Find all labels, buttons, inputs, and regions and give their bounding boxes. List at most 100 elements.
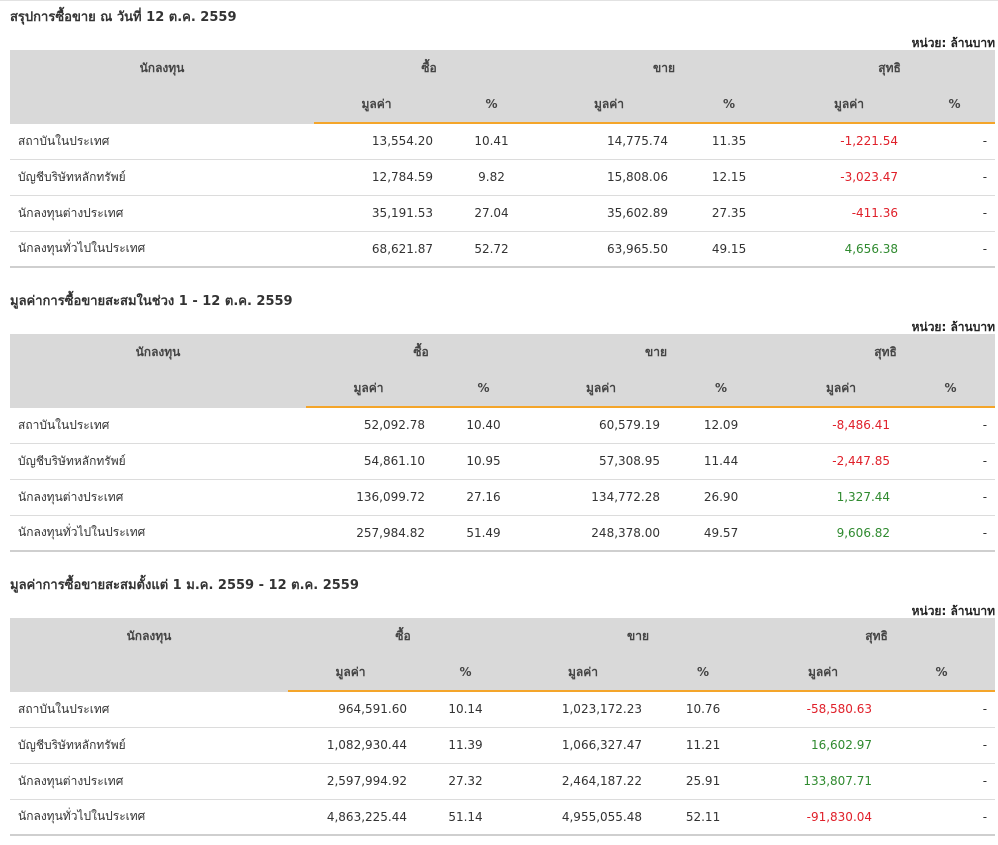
investor-name: นักลงทุนต่างประเทศ bbox=[10, 195, 314, 232]
buy-percent: 11.39 bbox=[413, 727, 519, 764]
net-value: 1,327.44 bbox=[776, 479, 907, 516]
sell-value: 1,066,327.47 bbox=[518, 727, 649, 764]
sell-header: ขาย bbox=[536, 334, 777, 370]
net-percent: - bbox=[906, 443, 996, 480]
buy-percent: 51.49 bbox=[431, 515, 537, 552]
sell-value: 4,955,055.48 bbox=[518, 799, 649, 836]
sell-value: 35,602.89 bbox=[544, 195, 675, 232]
buy-percent: 10.40 bbox=[431, 407, 537, 444]
sell-percent: 11.21 bbox=[648, 727, 759, 764]
buy-percent: 27.04 bbox=[439, 195, 545, 232]
trading-table: นักลงทุน ซื้อ ขาย สุทธิ มูลค่า% มูลค่า% มูลค่า… bbox=[10, 50, 996, 268]
net-value: 9,606.82 bbox=[776, 515, 907, 552]
buy-value: 52,092.78 bbox=[306, 407, 431, 444]
table-row: สถาบันในประเทศ 13,554.20 10.41 14,775.74 11.… bbox=[10, 123, 996, 160]
buy-percent: 10.41 bbox=[439, 123, 545, 160]
investor-name: นักลงทุนต่างประเทศ bbox=[10, 479, 306, 516]
sell-percent: 11.44 bbox=[666, 443, 777, 480]
unit-label: หน่วย: ล้านบาท bbox=[911, 320, 995, 334]
net-value: -3,023.47 bbox=[784, 159, 915, 196]
net-percent: - bbox=[888, 799, 996, 836]
table-row: นักลงทุนทั่วไปในประเทศ 257,984.82 51.49 248… bbox=[10, 515, 996, 552]
sell-value-header: มูลค่า bbox=[544, 86, 675, 124]
investor-name: บัญชีบริษัทหลักทรัพย์ bbox=[10, 159, 314, 196]
net-percent: - bbox=[906, 515, 996, 552]
sell-percent: 49.57 bbox=[666, 515, 777, 552]
section-title: มูลค่าการซื้อขายสะสมในช่วง 1 - 12 ต.ค. 2… bbox=[10, 294, 293, 309]
unit-label: หน่วย: ล้านบาท bbox=[911, 36, 995, 50]
net-percent-header: % bbox=[888, 654, 996, 692]
investor-header: นักลงทุน bbox=[10, 50, 314, 86]
sell-value: 134,772.28 bbox=[536, 479, 667, 516]
investor-name: สถาบันในประเทศ bbox=[10, 407, 306, 444]
net-percent: - bbox=[906, 479, 996, 516]
sell-percent: 26.90 bbox=[666, 479, 777, 516]
sell-value-header: มูลค่า bbox=[518, 654, 649, 692]
buy-value-header: มูลค่า bbox=[314, 86, 439, 124]
sell-header: ขาย bbox=[544, 50, 785, 86]
investor-name: สถาบันในประเทศ bbox=[10, 691, 288, 728]
table-row: สถาบันในประเทศ 52,092.78 10.40 60,579.19 12.… bbox=[10, 407, 996, 444]
net-value: 133,807.71 bbox=[758, 763, 889, 800]
net-percent-header: % bbox=[914, 86, 996, 124]
buy-value: 13,554.20 bbox=[314, 123, 439, 160]
buy-percent: 27.16 bbox=[431, 479, 537, 516]
investor-name: นักลงทุนต่างประเทศ bbox=[10, 763, 288, 800]
net-header: สุทธิ bbox=[776, 334, 996, 370]
investor-header: นักลงทุน bbox=[10, 334, 306, 370]
investor-header-spacer bbox=[10, 370, 306, 408]
sell-percent: 10.76 bbox=[648, 691, 759, 728]
investor-name: นักลงทุนทั่วไปในประเทศ bbox=[10, 231, 314, 268]
sell-value-header: มูลค่า bbox=[536, 370, 667, 408]
sell-percent: 12.15 bbox=[674, 159, 785, 196]
sell-percent: 25.91 bbox=[648, 763, 759, 800]
top-divider bbox=[0, 0, 998, 1]
buy-percent: 27.32 bbox=[413, 763, 519, 800]
sell-value: 63,965.50 bbox=[544, 231, 675, 268]
sell-value: 15,808.06 bbox=[544, 159, 675, 196]
table-row: นักลงทุนต่างประเทศ 2,597,994.92 27.32 2,464… bbox=[10, 763, 996, 800]
investor-name: บัญชีบริษัทหลักทรัพย์ bbox=[10, 443, 306, 480]
net-value: -2,447.85 bbox=[776, 443, 907, 480]
trading-table: นักลงทุน ซื้อ ขาย สุทธิ มูลค่า% มูลค่า% มูลค่า… bbox=[10, 618, 996, 836]
net-value: -58,580.63 bbox=[758, 691, 889, 728]
net-header: สุทธิ bbox=[758, 618, 996, 654]
table-row: สถาบันในประเทศ 964,591.60 10.14 1,023,172.2… bbox=[10, 691, 996, 728]
net-header: สุทธิ bbox=[784, 50, 996, 86]
net-percent-header: % bbox=[906, 370, 996, 408]
net-value-header: มูลค่า bbox=[758, 654, 889, 692]
sell-header: ขาย bbox=[518, 618, 759, 654]
net-value: -8,486.41 bbox=[776, 407, 907, 444]
buy-value: 4,863,225.44 bbox=[288, 799, 413, 836]
net-percent: - bbox=[906, 407, 996, 444]
section-title: สรุปการซื้อขาย ณ วันที่ 12 ต.ค. 2559 bbox=[10, 10, 237, 25]
net-value-header: มูลค่า bbox=[784, 86, 915, 124]
sell-percent: 12.09 bbox=[666, 407, 777, 444]
net-percent: - bbox=[914, 195, 996, 232]
net-value: 4,656.38 bbox=[784, 231, 915, 268]
buy-value: 54,861.10 bbox=[306, 443, 431, 480]
buy-value-header: มูลค่า bbox=[306, 370, 431, 408]
buy-percent: 52.72 bbox=[439, 231, 545, 268]
buy-percent: 10.95 bbox=[431, 443, 537, 480]
sell-percent: 11.35 bbox=[674, 123, 785, 160]
buy-percent: 51.14 bbox=[413, 799, 519, 836]
table-row: นักลงทุนทั่วไปในประเทศ 4,863,225.44 51.14 4… bbox=[10, 799, 996, 836]
net-value: -411.36 bbox=[784, 195, 915, 232]
net-value: -91,830.04 bbox=[758, 799, 889, 836]
trading-table: นักลงทุน ซื้อ ขาย สุทธิ มูลค่า% มูลค่า% มูลค่า… bbox=[10, 334, 996, 552]
unit-label: หน่วย: ล้านบาท bbox=[911, 604, 995, 618]
buy-value: 1,082,930.44 bbox=[288, 727, 413, 764]
sell-value: 60,579.19 bbox=[536, 407, 667, 444]
net-value-header: มูลค่า bbox=[776, 370, 907, 408]
net-percent: - bbox=[914, 159, 996, 196]
sell-value: 14,775.74 bbox=[544, 123, 675, 160]
net-percent: - bbox=[914, 231, 996, 268]
table-row: บัญชีบริษัทหลักทรัพย์ 1,082,930.44 11.39 1,… bbox=[10, 727, 996, 764]
buy-value: 35,191.53 bbox=[314, 195, 439, 232]
net-percent: - bbox=[888, 691, 996, 728]
buy-value: 964,591.60 bbox=[288, 691, 413, 728]
buy-value: 12,784.59 bbox=[314, 159, 439, 196]
buy-percent: 9.82 bbox=[439, 159, 545, 196]
buy-value: 2,597,994.92 bbox=[288, 763, 413, 800]
